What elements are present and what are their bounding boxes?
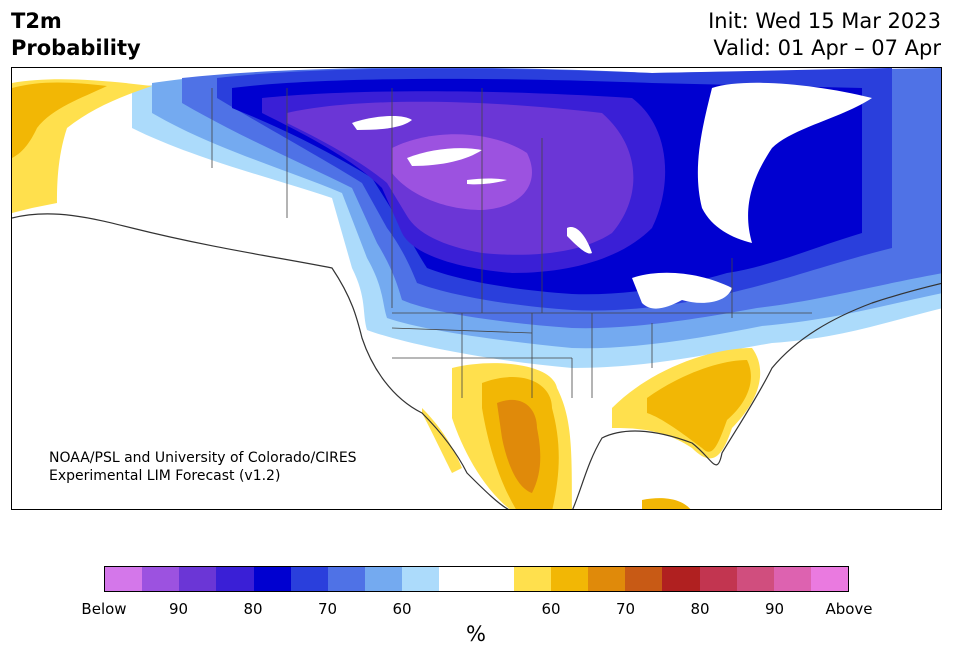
colorbar-segment bbox=[513, 567, 551, 591]
colorbar-segment bbox=[105, 567, 143, 591]
colorbar-tick-label: 70 bbox=[317, 600, 338, 618]
colorbar-segment bbox=[253, 567, 291, 591]
map-canvas bbox=[12, 68, 941, 509]
colorbar-segment bbox=[216, 567, 254, 591]
colorbar-segment bbox=[476, 567, 514, 591]
forecast-map bbox=[11, 67, 942, 510]
colorbar-tick-label: Above bbox=[825, 600, 873, 618]
credit-line-organization: NOAA/PSL and University of Colorado/CIRE… bbox=[49, 450, 357, 466]
colorbar-segment bbox=[365, 567, 403, 591]
colorbar-segment bbox=[773, 567, 811, 591]
colorbar-tick-label: 90 bbox=[168, 600, 189, 618]
lake-athabasca bbox=[467, 178, 507, 185]
colorbar-tick-label: 60 bbox=[541, 600, 561, 618]
warm-region-southeast-70 bbox=[647, 360, 751, 452]
colorbar-segment bbox=[810, 567, 849, 591]
credit-line-model: Experimental LIM Forecast (v1.2) bbox=[49, 468, 281, 484]
colorbar-segment bbox=[402, 567, 440, 591]
colorbar-segment bbox=[662, 567, 700, 591]
colorbar bbox=[104, 566, 849, 592]
colorbar-segment bbox=[625, 567, 663, 591]
valid-range: Valid: 01 Apr – 07 Apr bbox=[713, 36, 941, 60]
colorbar-segment bbox=[327, 567, 366, 591]
title-variable-block: T2m Probability bbox=[11, 8, 141, 62]
state-border-lines bbox=[211, 88, 812, 398]
init-date: Init: Wed 15 Mar 2023 bbox=[708, 9, 941, 33]
warm-region-alaska-70 bbox=[12, 82, 107, 158]
colorbar-segment bbox=[439, 567, 477, 591]
colorbar-tick-label: 60 bbox=[392, 600, 412, 618]
variable-name: T2m bbox=[11, 9, 62, 33]
colorbar-tick-label: 80 bbox=[690, 600, 710, 618]
colorbar-tick-label: Below bbox=[81, 600, 127, 618]
great-lakes bbox=[632, 272, 732, 309]
lake-great-bear bbox=[352, 116, 412, 130]
colorbar-tick-label: 90 bbox=[764, 600, 785, 618]
coastline bbox=[12, 213, 941, 509]
colorbar-segment bbox=[550, 567, 589, 591]
title-dates-block: Init: Wed 15 Mar 2023 Valid: 01 Apr – 07… bbox=[708, 8, 941, 62]
colorbar-segment bbox=[179, 567, 217, 591]
credit-block: NOAA/PSL and University of Colorado/CIRE… bbox=[49, 449, 357, 485]
colorbar-segment bbox=[588, 567, 626, 591]
lake-great-slave bbox=[407, 148, 482, 166]
hudson-bay bbox=[697, 82, 872, 243]
colorbar-unit-label: % bbox=[466, 622, 486, 646]
colorbar-segment bbox=[736, 567, 774, 591]
warm-region-caribbean bbox=[642, 498, 691, 509]
colorbar-tick-label: 70 bbox=[615, 600, 636, 618]
colorbar-segment bbox=[699, 567, 737, 591]
colorbar-segment bbox=[290, 567, 328, 591]
lake-winnipeg bbox=[567, 227, 592, 254]
colorbar-tick-label: 80 bbox=[243, 600, 263, 618]
colorbar-segment bbox=[142, 567, 180, 591]
product-name: Probability bbox=[11, 36, 141, 60]
warm-region-southwest-75 bbox=[497, 399, 541, 493]
